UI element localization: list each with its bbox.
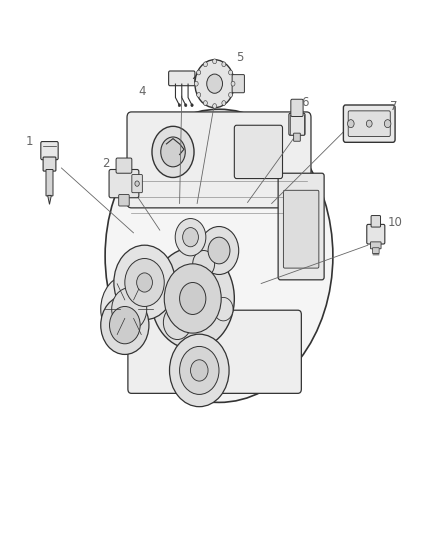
Circle shape: [214, 297, 233, 321]
Circle shape: [191, 360, 208, 381]
Circle shape: [178, 104, 180, 107]
Circle shape: [213, 59, 216, 64]
FancyBboxPatch shape: [119, 195, 129, 206]
Circle shape: [137, 273, 152, 292]
Circle shape: [195, 60, 234, 108]
Circle shape: [114, 245, 175, 320]
Circle shape: [151, 248, 234, 349]
Text: 2: 2: [102, 157, 110, 170]
Circle shape: [213, 103, 216, 109]
FancyBboxPatch shape: [109, 169, 139, 198]
FancyBboxPatch shape: [348, 111, 390, 136]
Circle shape: [384, 120, 391, 128]
Circle shape: [229, 93, 233, 98]
Text: 1: 1: [26, 135, 34, 148]
Circle shape: [208, 237, 230, 264]
Circle shape: [101, 296, 149, 354]
Circle shape: [203, 62, 208, 67]
Text: 6: 6: [301, 96, 309, 109]
FancyBboxPatch shape: [289, 114, 305, 135]
Circle shape: [193, 251, 215, 277]
Circle shape: [207, 74, 223, 93]
Ellipse shape: [105, 109, 333, 402]
Circle shape: [170, 334, 229, 407]
Circle shape: [163, 305, 191, 340]
Text: 10: 10: [388, 216, 403, 229]
Circle shape: [366, 120, 372, 127]
Circle shape: [191, 104, 193, 107]
FancyBboxPatch shape: [372, 248, 379, 254]
Circle shape: [152, 126, 194, 177]
Circle shape: [184, 104, 187, 107]
FancyBboxPatch shape: [234, 125, 283, 179]
Circle shape: [161, 137, 185, 167]
Circle shape: [203, 101, 208, 106]
Circle shape: [231, 82, 235, 86]
FancyBboxPatch shape: [127, 112, 311, 208]
Circle shape: [112, 288, 147, 330]
FancyBboxPatch shape: [367, 224, 385, 244]
Circle shape: [180, 282, 206, 314]
FancyBboxPatch shape: [132, 174, 142, 192]
FancyBboxPatch shape: [128, 310, 301, 393]
FancyBboxPatch shape: [278, 173, 324, 280]
Circle shape: [222, 101, 226, 106]
Text: 7: 7: [390, 100, 398, 113]
FancyBboxPatch shape: [46, 169, 53, 196]
Circle shape: [110, 306, 140, 344]
Circle shape: [197, 93, 201, 98]
FancyBboxPatch shape: [343, 105, 395, 142]
Circle shape: [194, 82, 198, 86]
Polygon shape: [48, 196, 51, 204]
FancyBboxPatch shape: [169, 71, 195, 86]
FancyBboxPatch shape: [116, 158, 132, 173]
Circle shape: [164, 264, 221, 333]
Circle shape: [199, 227, 239, 274]
Circle shape: [183, 228, 198, 247]
FancyBboxPatch shape: [293, 133, 300, 141]
FancyBboxPatch shape: [291, 99, 303, 117]
Circle shape: [175, 219, 206, 256]
FancyBboxPatch shape: [371, 242, 381, 249]
Circle shape: [180, 346, 219, 394]
FancyBboxPatch shape: [283, 190, 319, 268]
Circle shape: [125, 259, 164, 306]
Circle shape: [347, 120, 354, 128]
FancyBboxPatch shape: [41, 142, 58, 160]
FancyBboxPatch shape: [371, 215, 381, 227]
FancyBboxPatch shape: [232, 75, 244, 93]
Circle shape: [229, 70, 233, 75]
Text: 4: 4: [138, 85, 146, 98]
Circle shape: [222, 62, 226, 67]
Text: 5: 5: [237, 51, 244, 63]
Circle shape: [135, 181, 139, 187]
Circle shape: [101, 274, 158, 344]
Circle shape: [197, 70, 201, 75]
FancyBboxPatch shape: [43, 157, 56, 171]
